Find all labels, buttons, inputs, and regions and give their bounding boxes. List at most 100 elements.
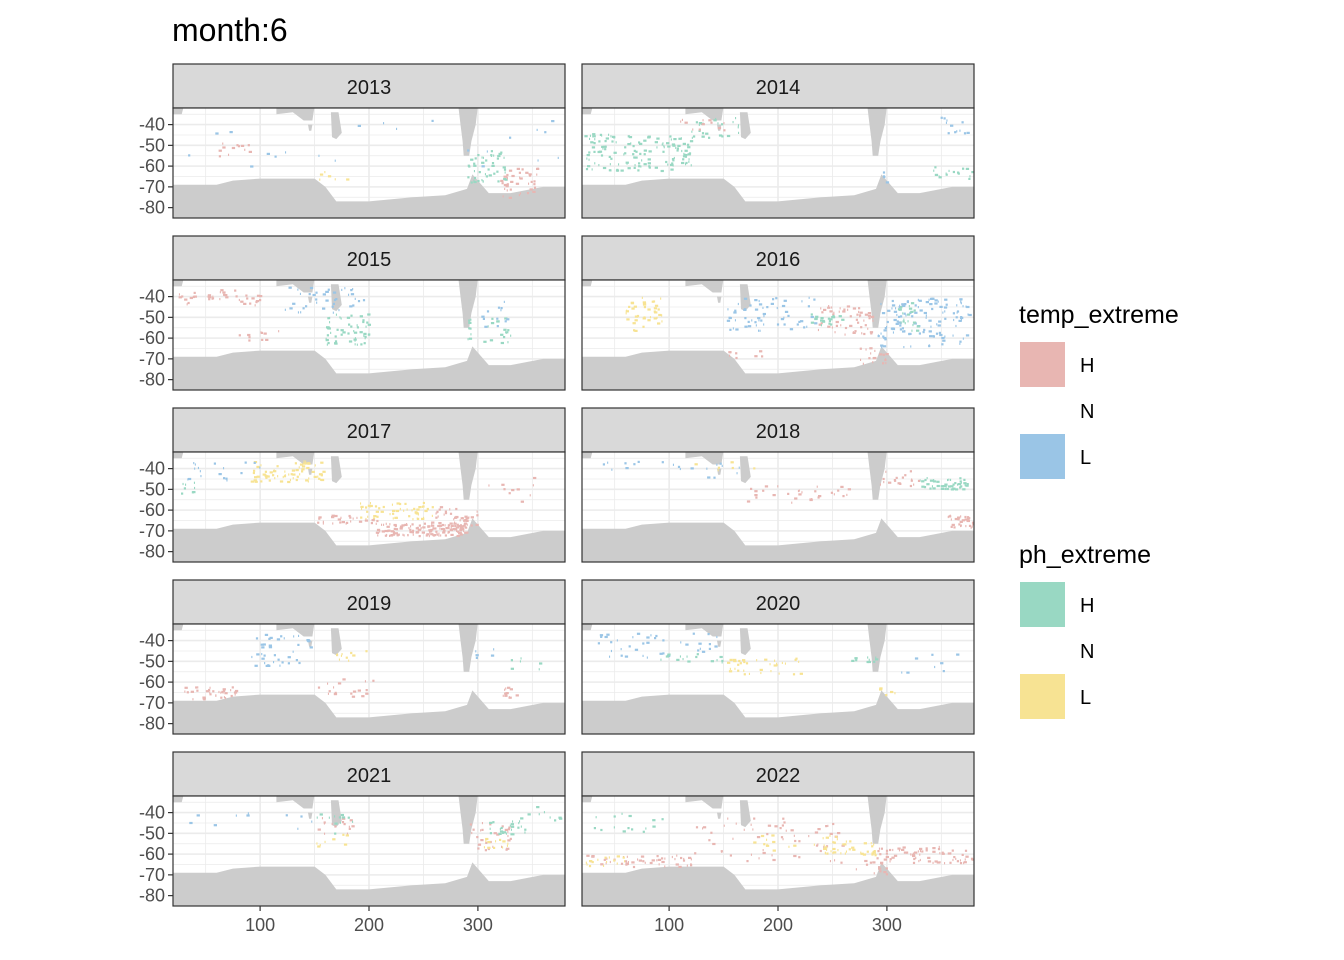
extreme-tile [353,331,358,334]
extreme-tile [756,836,761,839]
extreme-tile [196,689,199,692]
extreme-tile [814,490,817,493]
extreme-tile [766,838,768,841]
extreme-tile [501,483,505,486]
extreme-tile [259,295,263,298]
extreme-tile [726,134,731,138]
extreme-tile [593,150,596,153]
extreme-tile [928,344,930,347]
extreme-tile [689,140,694,143]
extreme-tile [213,824,217,827]
extreme-tile [698,129,701,132]
extreme-tile [358,520,363,523]
panel-border [581,623,975,735]
extreme-tile [650,634,652,637]
extreme-tile [894,479,897,482]
extreme-tile [425,534,428,537]
extreme-tile [391,503,393,506]
extreme-tile [378,507,381,510]
extreme-tile [533,476,537,480]
extreme-tile [939,305,943,308]
extreme-tile [876,857,879,860]
extreme-tile [637,169,640,172]
extreme-tile [918,299,922,302]
extreme-tile [504,692,508,695]
facet-panel: 2015-40-50-60-70-80 [139,235,566,391]
extreme-tile [510,825,515,828]
extreme-tile [912,854,916,858]
extreme-tile [364,337,366,340]
y-tick-label: -80 [139,542,165,562]
y-tick-label: -60 [139,672,165,692]
y-tick-label: -70 [139,349,165,369]
extreme-tile [462,525,464,529]
extreme-tile [842,495,845,498]
extreme-tile [872,357,876,360]
extreme-tile [852,331,856,334]
extreme-tile [360,516,363,519]
extreme-tile [926,483,930,486]
extreme-tile [819,849,822,853]
extreme-tile [793,834,795,837]
extreme-tile [952,334,954,337]
extreme-tile [371,519,375,522]
extreme-tile [661,860,665,864]
extreme-tile [265,338,269,341]
extreme-tile [829,832,833,835]
extreme-tile [665,160,668,164]
extreme-tile [223,690,226,693]
extreme-tile [972,523,974,526]
extreme-tile [588,151,591,154]
extreme-tile [485,159,488,162]
extreme-tile [638,162,641,165]
extreme-tile [193,481,195,484]
extreme-tile [470,516,474,519]
extreme-tile [939,861,941,864]
extreme-tile [404,502,407,505]
land-mass [582,174,974,218]
extreme-tile [295,478,298,482]
extreme-tile [589,137,591,140]
extreme-tile [463,529,465,533]
extreme-tile [647,319,651,322]
y-tick-label: -60 [139,500,165,520]
extreme-tile [231,686,234,689]
extreme-tile [883,858,887,861]
extreme-tile [829,318,833,321]
extreme-tile [287,656,291,659]
extreme-tile [760,834,765,838]
extreme-tile [404,523,408,526]
extreme-tile [302,307,305,310]
extreme-tile [965,525,967,528]
extreme-tile [906,851,909,854]
extreme-tile [911,329,913,332]
extreme-tile [507,329,510,332]
extreme-tile [532,190,536,193]
extreme-tile [719,462,722,465]
extreme-tile [393,533,396,536]
extreme-tile [942,339,946,342]
extreme-tile [500,826,503,830]
extreme-tile [334,335,337,338]
extreme-tile [872,361,874,364]
extreme-tile [306,466,310,470]
extreme-tile [311,820,313,823]
extreme-tile [365,506,368,509]
extreme-tile [682,158,685,161]
extreme-tile [473,180,477,184]
extreme-tile [971,171,974,174]
extreme-tile [865,863,869,866]
extreme-tile [827,325,831,328]
extreme-tile [500,333,504,336]
extreme-tile [602,463,605,466]
extreme-tile [519,177,523,180]
extreme-tile [510,659,513,662]
legend-key [1020,674,1065,719]
extreme-tile [623,153,625,156]
extreme-tile [305,460,307,463]
extreme-tile [788,845,790,848]
extreme-tile [363,342,366,345]
extreme-tile [863,842,867,845]
extreme-tile [891,327,895,330]
